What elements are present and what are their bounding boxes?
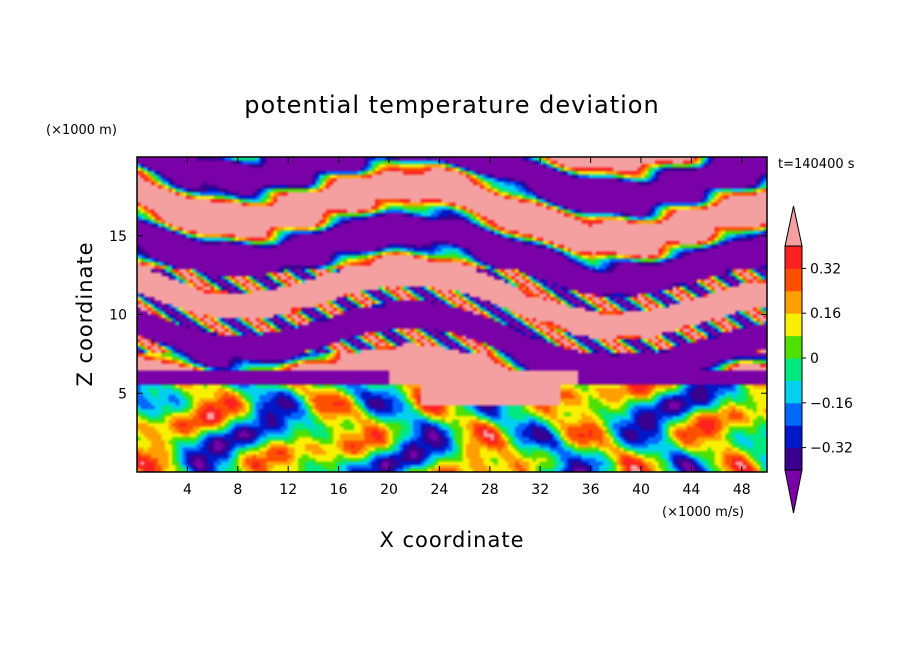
colorbar-segment: [785, 425, 802, 449]
colorbar-max-arrow: [784, 205, 803, 247]
y-unit-label: (×1000 m): [46, 123, 117, 138]
y-ticks: 5 10 15: [109, 229, 767, 402]
y-tick-label: 5: [118, 386, 127, 402]
x-tick-label: 32: [531, 482, 549, 498]
colorbar-segment: [785, 246, 802, 269]
x-tick-label: 16: [330, 482, 348, 498]
x-tick-label: 40: [632, 482, 650, 498]
colorbar-segment: [785, 358, 802, 381]
x-tick-label: 36: [582, 482, 600, 498]
y-axis-label: Z coordinate: [73, 241, 97, 386]
plot-area: [137, 157, 767, 472]
x-tick-label: 8: [233, 482, 242, 498]
y-tick-label: 15: [109, 229, 127, 245]
colorbar-tick-label: 0.16: [810, 306, 841, 322]
colorbar-segment: [785, 313, 802, 337]
x-axis-label: X coordinate: [379, 528, 524, 552]
x-unit-label: (×1000 m/s): [662, 505, 744, 520]
x-tick-label: 24: [430, 482, 448, 498]
time-label: t=140400 s: [778, 157, 855, 172]
field-image: [137, 157, 767, 472]
y-tick-label: 10: [109, 308, 127, 324]
x-tick-label: 28: [481, 482, 499, 498]
colorbar-segment: [785, 290, 802, 314]
colorbar-tick-label: 0: [810, 351, 819, 367]
colorbar-min-arrow: [784, 469, 803, 514]
x-tick-label: 4: [183, 482, 192, 498]
chart-title: potential temperature deviation: [244, 91, 659, 119]
colorbar-segment: [785, 447, 802, 471]
colorbar-tick-label: 0.32: [810, 261, 841, 277]
colorbar-segment: [785, 335, 802, 359]
x-ticks: 4 8 12 16 20 24 28 32 36 40 44 48: [183, 157, 751, 498]
colorbar-tick-label: −0.32: [810, 441, 853, 457]
colorbar: 0.32 0.16 0 −0.16 −0.32: [784, 205, 853, 514]
colorbar-segment: [785, 380, 802, 404]
colorbar-tick-label: −0.16: [810, 396, 853, 412]
x-tick-label: 20: [380, 482, 398, 498]
x-tick-label: 48: [733, 482, 751, 498]
x-tick-label: 44: [682, 482, 700, 498]
colorbar-segment: [785, 268, 802, 292]
colorbar-segment: [785, 402, 802, 426]
x-tick-label: 12: [279, 482, 297, 498]
